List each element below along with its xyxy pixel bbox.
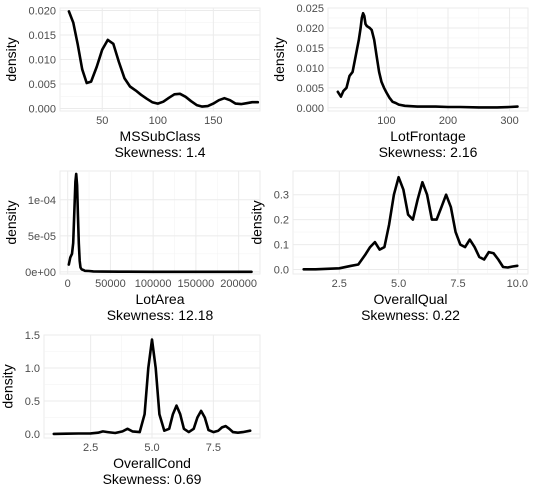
x-axis-title: LotArea (135, 291, 184, 307)
y-tick-label: 0.1 (274, 240, 289, 252)
y-tick-label: 5e-05 (28, 231, 56, 243)
x-axis-title: MSSubClass (120, 128, 201, 144)
panel-mssubclass: 50 100 150 0.000 0.005 0.010 0.015 0.020 MSSubCl… (3, 5, 261, 160)
y-tick-label: 0.015 (28, 30, 56, 42)
y-tick-label: 0.000 (28, 104, 56, 116)
plot-area (59, 170, 261, 275)
y-tick-label: 0.3 (274, 190, 289, 202)
x-tick-label: 2.5 (83, 442, 98, 454)
x-tick-label: 150 (204, 115, 222, 127)
y-tick-label: 0.5 (25, 396, 40, 408)
y-tick-label: 1.0 (25, 363, 40, 375)
skewness-label: Skewness: 2.16 (379, 144, 478, 160)
density-line-lotfrontage (336, 11, 519, 109)
y-axis-title: density (271, 37, 287, 81)
y-tick-label: 0.0 (25, 429, 40, 441)
density-line-mssubclass (67, 10, 260, 108)
x-axis-title: OverallCond (113, 455, 191, 471)
x-tick-label: 5.0 (391, 278, 406, 290)
y-tick-label: 0.0 (274, 265, 289, 277)
y-axis-title: density (248, 200, 264, 244)
panel-overallqual: 2.5 5.0 7.5 10.0 0.0 0.1 0.2 0.3 OverallQualSkew… (248, 170, 529, 323)
x-tick-label: 50000 (95, 278, 126, 290)
panels: 50 100 150 0.000 0.005 0.010 0.015 0.020 MSSubCl… (0, 3, 529, 487)
density-line-overallqual (302, 175, 519, 271)
skewness-label: Skewness: 0.69 (103, 471, 202, 487)
y-tick-label: 0e+00 (25, 267, 56, 279)
x-tick-label: 100000 (135, 278, 172, 290)
y-tick-label: 0.015 (296, 43, 324, 55)
x-tick-label: 7.5 (450, 278, 465, 290)
x-tick-label: 2.5 (332, 278, 347, 290)
x-tick-label: 10.0 (507, 278, 528, 290)
y-tick-label: 0.010 (296, 63, 324, 75)
y-tick-label: 1.5 (25, 330, 40, 342)
y-tick-label: 0.000 (296, 103, 324, 115)
y-tick-label: 0.2 (274, 215, 289, 227)
y-tick-label: 0.005 (296, 83, 324, 95)
density-line-overallcond (52, 338, 252, 436)
skewness-label: Skewness: 12.18 (107, 307, 214, 323)
y-tick-label: 0.025 (296, 3, 324, 15)
y-axis-title: density (0, 364, 15, 408)
density-line-lotarea (67, 172, 253, 274)
y-tick-label: 0.020 (28, 5, 56, 17)
panel-lotfrontage: 100 200 300 0.000 0.005 0.010 0.015 0.020 0.025 L… (271, 3, 529, 160)
skewness-label: Skewness: 0.22 (361, 307, 460, 323)
x-axis-title: OverallQual (374, 291, 448, 307)
panel-lotarea: 0 50000 100000 150000 200000 0e+00 5e-05 1e-04 L… (3, 170, 261, 323)
y-axis-title: density (3, 200, 19, 244)
x-tick-label: 100 (149, 115, 167, 127)
x-tick-label: 50 (96, 115, 108, 127)
y-tick-label: 0.010 (28, 55, 56, 67)
x-tick-label: 200 (439, 115, 457, 127)
y-tick-label: 1e-04 (28, 195, 56, 207)
x-axis-title: LotFrontage (390, 128, 466, 144)
plot-area (327, 7, 529, 112)
x-tick-label: 200000 (220, 278, 257, 290)
panel-overallcond: 2.5 5.0 7.5 0.0 0.5 1.0 1.5 OverallCondSkewness… (0, 330, 261, 487)
x-tick-label: 5.0 (144, 442, 159, 454)
x-tick-label: 100 (377, 115, 395, 127)
y-tick-label: 0.005 (28, 79, 56, 91)
skewness-label: Skewness: 1.4 (114, 144, 205, 160)
y-tick-label: 0.020 (296, 23, 324, 35)
x-tick-label: 7.5 (206, 442, 221, 454)
x-tick-label: 300 (500, 115, 518, 127)
x-tick-label: 150000 (178, 278, 215, 290)
y-axis-title: density (3, 37, 19, 81)
x-tick-label: 0 (65, 278, 71, 290)
plot-area (292, 170, 529, 275)
